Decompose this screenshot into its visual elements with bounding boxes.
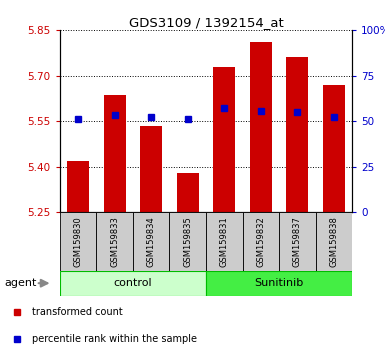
Bar — [104, 96, 126, 212]
Bar — [96, 212, 133, 271]
Bar — [206, 271, 352, 296]
Bar — [133, 212, 169, 271]
Text: GSM159830: GSM159830 — [74, 216, 82, 267]
Bar — [206, 212, 243, 271]
Text: control: control — [114, 278, 152, 288]
Text: GSM159834: GSM159834 — [147, 216, 156, 267]
Title: GDS3109 / 1392154_at: GDS3109 / 1392154_at — [129, 16, 283, 29]
Bar — [213, 67, 235, 212]
Bar — [60, 212, 96, 271]
Bar — [243, 212, 279, 271]
Text: percentile rank within the sample: percentile rank within the sample — [32, 335, 197, 344]
Text: agent: agent — [5, 278, 37, 288]
Bar — [67, 161, 89, 212]
Text: GSM159832: GSM159832 — [256, 216, 265, 267]
Bar — [60, 271, 206, 296]
Bar — [140, 126, 162, 212]
Bar — [177, 173, 199, 212]
Bar — [169, 212, 206, 271]
Bar — [279, 212, 316, 271]
Text: GSM159838: GSM159838 — [330, 216, 338, 267]
Bar — [323, 85, 345, 212]
Text: transformed count: transformed count — [32, 307, 122, 317]
Text: GSM159833: GSM159833 — [110, 216, 119, 267]
Bar — [286, 57, 308, 212]
Bar — [316, 212, 352, 271]
Text: GSM159831: GSM159831 — [220, 216, 229, 267]
Text: GSM159835: GSM159835 — [183, 216, 192, 267]
Bar — [250, 42, 272, 212]
Text: GSM159837: GSM159837 — [293, 216, 302, 267]
Text: Sunitinib: Sunitinib — [254, 278, 304, 288]
